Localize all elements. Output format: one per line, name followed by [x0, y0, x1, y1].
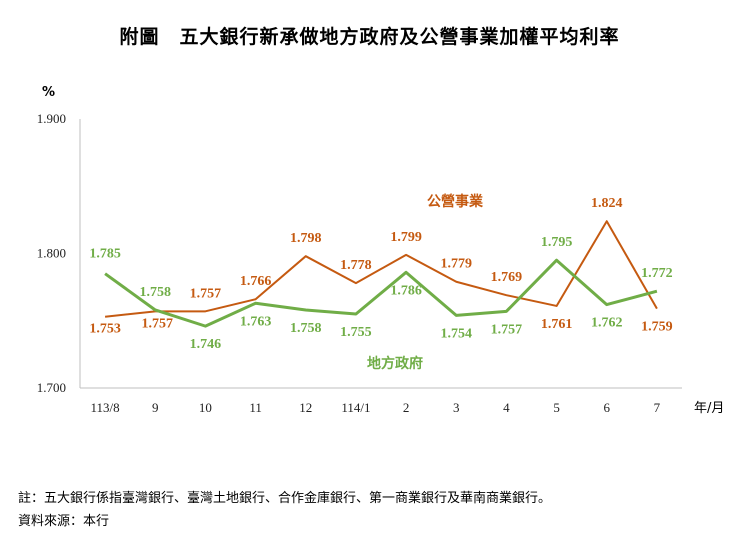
y-tick-label: 1.700: [37, 380, 66, 395]
x-tick-label: 7: [654, 400, 661, 415]
data-label: 1.795: [541, 235, 573, 250]
y-tick-label: 1.900: [37, 111, 66, 126]
data-label: 1.759: [641, 320, 673, 335]
data-label: 1.778: [340, 258, 372, 273]
data-label: 1.769: [491, 270, 523, 285]
data-label: 1.753: [89, 322, 121, 337]
data-label: 1.758: [140, 285, 172, 300]
x-tick-label: 12: [299, 400, 312, 415]
footnote: 註：五大銀行係指臺灣銀行、臺灣土地銀行、合作金庫銀行、第一商業銀行及華南商業銀行…: [18, 491, 552, 506]
x-tick-label: 114/1: [341, 400, 370, 415]
data-label: 1.779: [441, 257, 473, 272]
x-tick-label: 5: [553, 400, 560, 415]
data-label: 1.824: [591, 196, 623, 211]
x-tick-label: 113/8: [91, 400, 120, 415]
x-axis-label: 年/月: [694, 401, 724, 416]
series-name-label: 公營事業: [427, 193, 484, 210]
data-label: 1.758: [290, 321, 322, 336]
data-label: 1.746: [190, 337, 222, 352]
y-axis-label: %: [42, 85, 55, 100]
data-label: 1.762: [591, 316, 623, 331]
y-tick-label: 1.800: [37, 246, 66, 261]
data-label: 1.757: [491, 322, 523, 337]
data-label: 1.755: [340, 325, 372, 340]
x-tick-label: 2: [403, 400, 410, 415]
x-tick-label: 4: [503, 400, 510, 415]
data-label: 1.766: [240, 274, 272, 289]
data-label: 1.757: [190, 286, 222, 301]
data-label: 1.763: [240, 314, 272, 329]
x-tick-label: 3: [453, 400, 460, 415]
data-label: 1.757: [142, 316, 174, 331]
data-label: 1.785: [89, 247, 121, 262]
chart-title: 附圖 五大銀行新承做地方政府及公營事業加權平均利率: [119, 26, 620, 48]
x-tick-label: 6: [604, 400, 611, 415]
data-label: 1.772: [641, 266, 673, 281]
data-label: 1.754: [441, 326, 473, 341]
data-label: 1.786: [390, 283, 422, 298]
series-line-public-enterprise: [104, 220, 658, 318]
x-tick-label: 10: [199, 400, 212, 415]
series-line-local-government: [104, 258, 658, 328]
data-label: 1.761: [541, 317, 573, 332]
x-tick-label: 9: [152, 400, 159, 415]
data-label: 1.798: [290, 231, 322, 246]
source-note: 資料來源：本行: [18, 514, 110, 529]
x-tick-label: 11: [249, 400, 262, 415]
data-label: 1.799: [390, 230, 422, 245]
series-name-label: 地方政府: [367, 355, 423, 372]
line-chart: 1.700 1.800 1.900 113/8 9 10 11 12 114/1 2 3 4 5 6 7% 年…: [37, 85, 725, 416]
